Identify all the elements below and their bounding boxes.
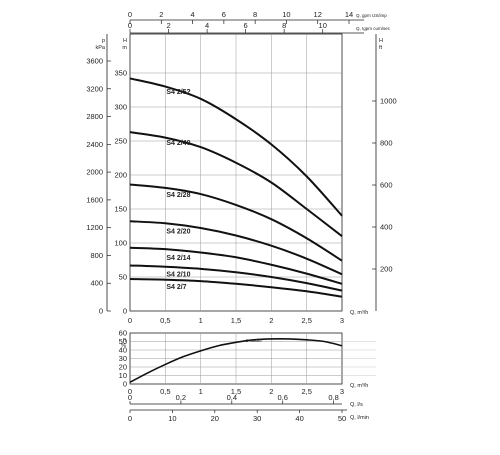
y-outer-tick-label: 2800 (86, 112, 103, 121)
eff-y-tick-label: 10 (119, 371, 127, 380)
y-outer-tick-label: 3200 (86, 84, 103, 93)
bottom-axis-2-tick-label: 0,2 (176, 393, 186, 402)
y-outer-tick-label: 2400 (86, 140, 103, 149)
top-axis-2-tick-label: 2 (166, 21, 170, 30)
top-axis-2-tick-label: 4 (205, 21, 209, 30)
top-axis-1-tick-label: 2 (159, 10, 163, 19)
x-tick-label: 1 (199, 316, 203, 325)
x-tick-label: 0 (128, 316, 132, 325)
y-right-tick-label: 1000 (380, 97, 397, 106)
eff-y-tick-label: 0 (123, 380, 127, 389)
y-right-axis-label: H (379, 38, 383, 44)
curve-label-s4-2-10: S4 2/10 (166, 272, 190, 279)
y-outer-tick-label: 400 (90, 279, 103, 288)
y-right-tick-label: 200 (380, 265, 393, 274)
x-tick-label: 2,5 (301, 316, 311, 325)
y-right-axis-unit: ft (379, 45, 383, 51)
curve-label-s4-2-52: S4 2/52 (166, 89, 190, 96)
x-tick-label: 2 (269, 316, 273, 325)
top-axis-1-label: Q, gpm US/imp (356, 13, 387, 18)
top-axis-2-tick-label: 10 (319, 21, 327, 30)
bottom-axis-3-tick-label: 40 (295, 414, 303, 423)
top-axis-2-label: Q, Igpm cum/sec (356, 26, 391, 31)
y-inner-axis-unit: m (122, 45, 127, 51)
bottom-axis-3-tick-label: 30 (253, 414, 261, 423)
top-axis-1-tick-label: 14 (345, 10, 353, 19)
eff-y-tick-label: 20 (119, 363, 127, 372)
y-inner-tick-label: 250 (114, 137, 127, 146)
y-inner-tick-label: 350 (114, 69, 127, 78)
eff-x-axis-label: Q, m³/h (350, 383, 368, 389)
bottom-axis-3-tick-label: 0 (128, 414, 132, 423)
top-axis-1-tick-label: 8 (253, 10, 257, 19)
y-inner-tick-label: 50 (119, 273, 127, 282)
y-inner-tick-label: 300 (114, 103, 127, 112)
y-right-tick-label: 800 (380, 139, 393, 148)
y-outer-tick-label: 800 (90, 251, 103, 260)
bottom-axis-2-tick-label: 0 (128, 393, 132, 402)
eff-y-tick-label: 30 (119, 354, 127, 363)
curve-label-s4-2-28: S4 2/28 (166, 192, 190, 199)
curve-label-s4-2-40: S4 2/40 (166, 140, 190, 147)
y-outer-tick-label: 3600 (86, 57, 103, 66)
eff-x-tick-label: 2,5 (301, 387, 311, 396)
top-axis-2-tick-label: 6 (244, 21, 248, 30)
bottom-axis-2-label: Q, l/s (350, 402, 363, 408)
curve-label-s4-2-14: S4 2/14 (166, 255, 190, 262)
y-inner-tick-label: 200 (114, 171, 127, 180)
y-right-tick-label: 400 (380, 223, 393, 232)
bottom-axis-3-tick-label: 20 (211, 414, 219, 423)
y-outer-axis-unit: kPa (96, 45, 106, 51)
y-outer-tick-label: 2000 (86, 168, 103, 177)
bottom-axis-2-tick-label: 0,8 (328, 393, 338, 402)
y-inner-tick-label: 100 (114, 239, 127, 248)
y-outer-tick-label: 1200 (86, 223, 103, 232)
top-axis-1-tick-label: 6 (222, 10, 226, 19)
efficiency-annotation: 1 stadio (246, 338, 262, 343)
bottom-axis-3-label: Q, l/min (350, 415, 369, 421)
curve-label-s4-2-20: S4 2/20 (166, 229, 190, 236)
top-axis-1-tick-label: 0 (128, 10, 132, 19)
bottom-axis-2-tick-label: 0,6 (277, 393, 287, 402)
top-axis-2-tick-label: 8 (282, 21, 286, 30)
y-right-tick-label: 600 (380, 181, 393, 190)
top-axis-1-tick-label: 12 (314, 10, 322, 19)
eff-x-tick-label: 1 (199, 387, 203, 396)
bottom-axis-3-tick-label: 50 (338, 414, 346, 423)
top-axis-1-tick-label: 10 (282, 10, 290, 19)
bottom-axis-2-tick-label: 0,4 (227, 393, 237, 402)
y-inner-tick-label: 150 (114, 205, 127, 214)
eff-x-tick-label: 2 (269, 387, 273, 396)
x-tick-label: 1,5 (231, 316, 241, 325)
y-outer-axis-label: p (102, 38, 105, 44)
eff-x-tick-label: 3 (340, 387, 344, 396)
x-tick-label: 0,5 (160, 316, 170, 325)
y-inner-tick-label: 0 (123, 307, 127, 316)
x-axis-label: Q, m³/h (350, 310, 368, 316)
top-axis-1-tick-label: 4 (190, 10, 194, 19)
top-axis-2-tick-label: 0 (128, 21, 132, 30)
x-tick-label: 3 (340, 316, 344, 325)
bottom-axis-3-tick-label: 10 (168, 414, 176, 423)
eff-y-axis-unit: % (121, 343, 126, 349)
eff-x-tick-label: 0,5 (160, 387, 170, 396)
curve-label-s4-2-7: S4 2/7 (166, 284, 186, 291)
y-inner-axis-label: H (123, 38, 127, 44)
y-outer-tick-label: 0 (99, 307, 103, 316)
y-outer-tick-label: 1600 (86, 195, 103, 204)
